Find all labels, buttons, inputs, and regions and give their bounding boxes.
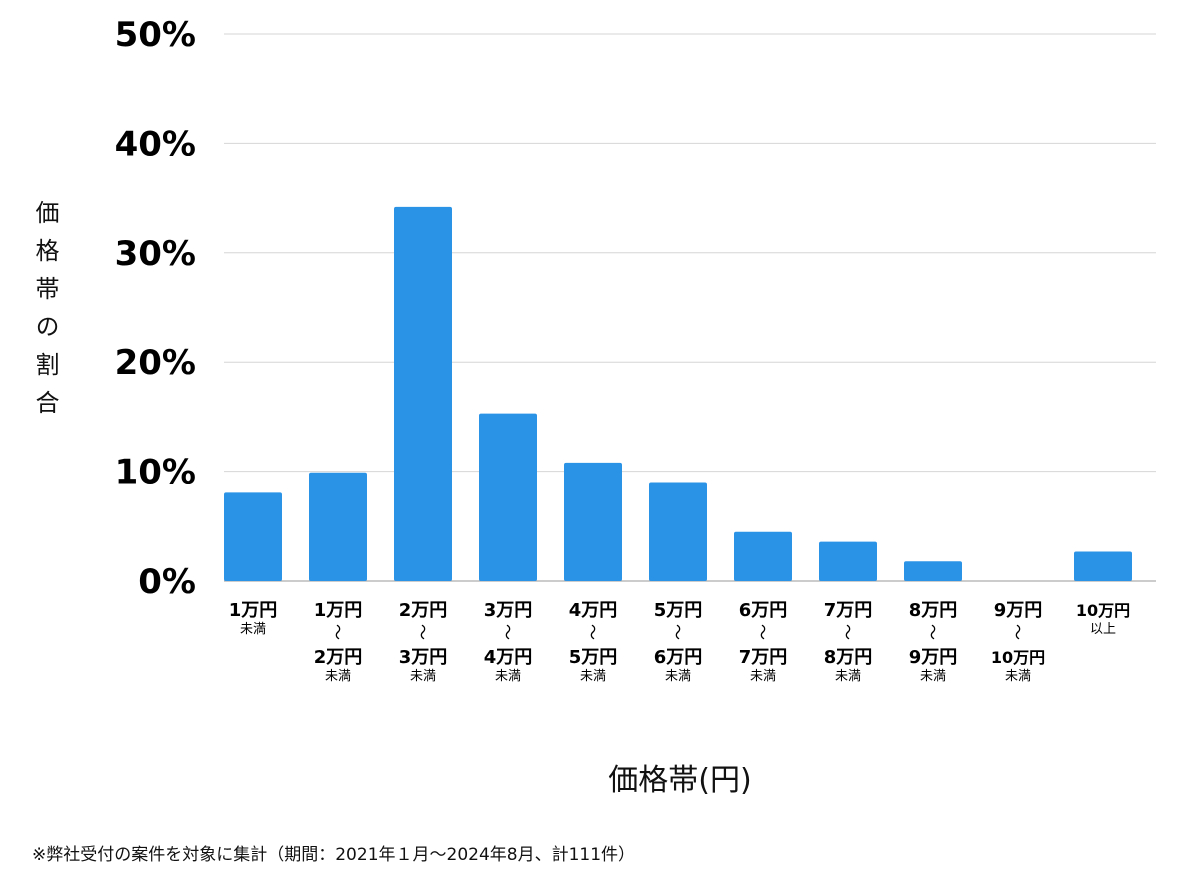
- x-tick-separator: ～: [583, 624, 602, 640]
- bar: [394, 206, 452, 582]
- x-tick-label: 3万円: [484, 600, 533, 621]
- x-tick-note: 未満: [410, 669, 436, 684]
- bar: [479, 413, 537, 581]
- x-tick-note: 未満: [240, 622, 266, 637]
- bar: [564, 462, 622, 581]
- bar: [649, 482, 707, 581]
- x-tick-label: 5万円: [569, 647, 618, 668]
- y-tick-label: 30%: [115, 234, 196, 274]
- x-tick-label: 2万円: [314, 647, 363, 668]
- x-tick-note: 未満: [495, 669, 521, 684]
- x-tick-separator: ～: [1008, 624, 1027, 640]
- x-tick-label: 7万円: [739, 647, 788, 668]
- x-tick-note: 未満: [1005, 669, 1031, 684]
- bar: [1074, 551, 1132, 581]
- x-tick-separator: ～: [328, 624, 347, 640]
- x-tick-label: 8万円: [824, 647, 873, 668]
- x-tick-note: 未満: [835, 669, 861, 684]
- x-tick-label: 1万円: [314, 600, 363, 621]
- x-tick-label: 4万円: [484, 647, 533, 668]
- x-tick-note: 未満: [580, 669, 606, 684]
- y-tick-label: 40%: [115, 124, 196, 164]
- x-tick-label: 5万円: [654, 600, 703, 621]
- footnote: ※弊社受付の案件を対象に集計（期間：2021年１月～2024年8月、計111件）: [32, 845, 636, 865]
- x-tick-label: 8万円: [909, 600, 958, 621]
- x-tick-separator: ～: [668, 624, 687, 640]
- x-tick-separator: ～: [413, 624, 432, 640]
- x-tick-separator: ～: [923, 624, 942, 640]
- x-tick-label: 6万円: [739, 600, 788, 621]
- bar: [224, 492, 282, 581]
- bar: [904, 561, 962, 581]
- bar: [309, 472, 367, 581]
- y-tick-label: 10%: [115, 453, 196, 493]
- y-tick-label: 20%: [115, 343, 196, 383]
- x-tick-separator: ～: [838, 624, 857, 640]
- x-tick-label: 7万円: [824, 600, 873, 621]
- y-axis-label: 価格帯の割合: [31, 200, 59, 428]
- x-tick-note: 未満: [750, 669, 776, 684]
- bar: [734, 531, 792, 581]
- x-tick-label: 9万円: [909, 647, 958, 668]
- x-tick-label: 3万円: [399, 647, 448, 668]
- y-tick-label: 50%: [115, 15, 196, 55]
- x-tick-label: 4万円: [569, 600, 618, 621]
- x-axis-label: 価格帯(円): [608, 763, 752, 798]
- x-tick-label: 9万円: [994, 600, 1043, 621]
- x-tick-label: 10万円: [1076, 601, 1130, 620]
- x-tick-label: 2万円: [399, 600, 448, 621]
- x-tick-label: 6万円: [654, 647, 703, 668]
- x-tick-note: 未満: [325, 669, 351, 684]
- x-tick-note: 以上: [1090, 622, 1116, 637]
- y-tick-label: 0%: [138, 562, 196, 602]
- x-tick-separator: ～: [753, 624, 772, 640]
- x-tick-label: 1万円: [229, 600, 278, 621]
- x-tick-note: 未満: [665, 669, 691, 684]
- x-tick-label: 10万円: [991, 648, 1045, 667]
- x-tick-separator: ～: [498, 624, 517, 640]
- bar: [819, 541, 877, 581]
- x-tick-note: 未満: [920, 669, 946, 684]
